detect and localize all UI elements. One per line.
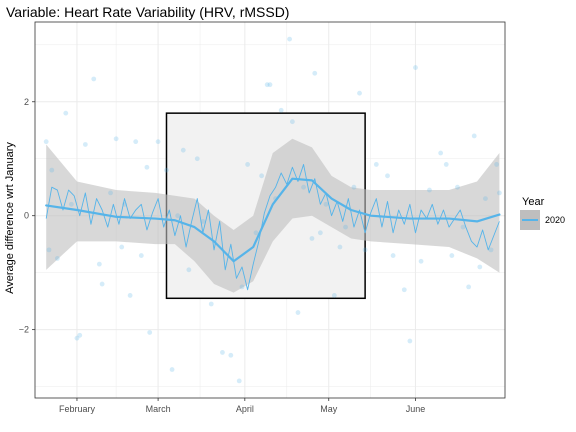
data-point <box>180 147 186 153</box>
data-point <box>43 139 49 145</box>
data-point <box>138 253 144 258</box>
data-point <box>443 162 449 167</box>
x-tick-label: March <box>146 404 171 414</box>
data-point <box>68 201 74 207</box>
data-point <box>194 156 200 162</box>
data-point <box>175 213 181 219</box>
data-point <box>449 253 455 258</box>
x-tick-label: May <box>320 404 338 414</box>
chart-title: Variable: Heart Rate Variability (HRV, r… <box>6 4 289 20</box>
confidence-ribbon <box>46 138 500 293</box>
rolling-line <box>45 163 500 291</box>
x-axis: February March April May June <box>59 398 425 414</box>
data-point <box>99 281 105 287</box>
data-point <box>186 267 192 273</box>
plot-panel <box>34 21 506 399</box>
data-point <box>259 173 265 179</box>
data-point <box>477 264 483 270</box>
data-point <box>74 335 80 341</box>
x-tick-label: April <box>236 404 254 414</box>
data-point <box>343 224 348 230</box>
data-point <box>494 162 500 167</box>
data-point <box>337 244 343 250</box>
data-point <box>155 139 161 145</box>
data-point <box>390 253 396 258</box>
data-point <box>49 167 55 173</box>
data-point <box>418 258 424 264</box>
data-point <box>287 36 292 42</box>
data-point <box>63 110 69 116</box>
data-point <box>133 139 139 145</box>
data-point <box>301 184 306 190</box>
data-point <box>413 65 418 70</box>
data-point <box>295 310 301 315</box>
data-point <box>351 184 357 190</box>
y-tick-label: 0 <box>24 211 29 221</box>
data-point <box>91 76 97 82</box>
data-point <box>289 119 295 125</box>
data-point <box>385 173 390 179</box>
data-point <box>362 247 368 253</box>
data-point <box>373 162 379 167</box>
data-point <box>164 167 169 173</box>
legend: Year 2020 <box>520 196 565 230</box>
x-tick-label: June <box>406 404 426 414</box>
data-point <box>119 244 125 250</box>
data-point <box>46 247 52 253</box>
data-point <box>147 330 153 335</box>
data-point <box>228 352 234 358</box>
data-point <box>331 293 337 298</box>
data-point <box>312 70 318 76</box>
y-axis-title: Average difference wrt January <box>4 142 16 294</box>
data-point <box>169 367 175 372</box>
data-point <box>127 293 133 298</box>
data-point <box>407 338 413 344</box>
data-point <box>466 284 472 290</box>
y-tick-label: −2 <box>19 325 29 335</box>
data-point <box>82 142 88 147</box>
data-point <box>309 236 315 241</box>
data-point <box>455 184 460 190</box>
data-point <box>208 301 214 307</box>
data-point <box>264 82 270 88</box>
data-point <box>236 378 242 384</box>
data-point <box>239 284 245 290</box>
data-point <box>144 164 150 170</box>
data-point <box>54 256 60 261</box>
data-point <box>401 287 407 293</box>
data-point <box>427 187 432 193</box>
panel-border <box>34 21 506 399</box>
data-point <box>317 230 323 236</box>
legend-title: Year <box>522 196 545 208</box>
data-point <box>245 162 251 167</box>
data-point <box>267 82 273 88</box>
y-axis: −2 0 2 <box>19 97 35 335</box>
x-tick-label: February <box>59 404 96 414</box>
data-point <box>471 133 477 139</box>
data-point <box>438 150 444 156</box>
data-point <box>96 261 102 267</box>
data-point <box>488 247 494 253</box>
legend-label: 2020 <box>545 215 565 225</box>
data-point <box>483 196 488 202</box>
data-point <box>220 350 225 355</box>
data-point <box>200 218 206 224</box>
data-point <box>278 107 284 113</box>
data-point <box>77 332 83 338</box>
data-point <box>460 224 466 230</box>
y-tick-label: 2 <box>24 97 29 107</box>
smooth-trend-line <box>45 177 501 263</box>
data-point <box>357 90 362 96</box>
data-point <box>113 136 119 142</box>
data-point <box>497 190 502 196</box>
data-point <box>253 230 259 236</box>
data-point <box>323 201 329 207</box>
data-point <box>108 190 113 196</box>
